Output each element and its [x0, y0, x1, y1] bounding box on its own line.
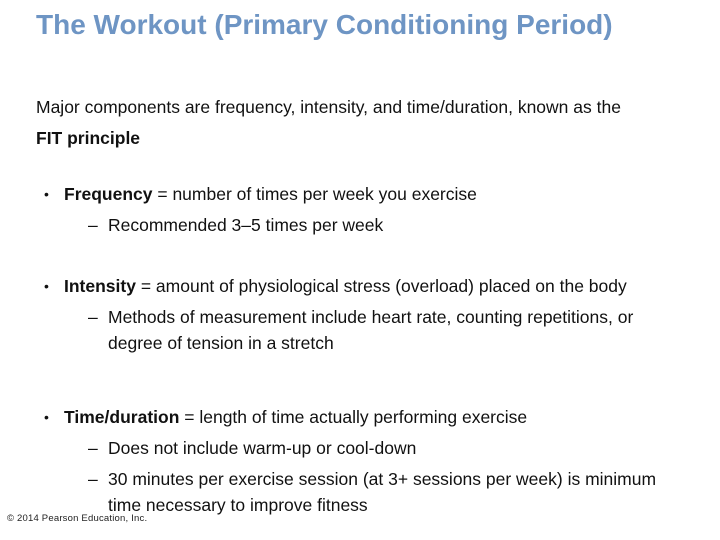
- sub-bullet-text: Methods of measurement include heart rat…: [108, 307, 634, 353]
- sub-bullet-item: – Recommended 3–5 times per week: [36, 212, 696, 238]
- bullet-term: Time/duration: [64, 407, 180, 427]
- bullet-icon: •: [44, 278, 49, 294]
- bullet-rest: = amount of physiological stress (overlo…: [135, 276, 627, 296]
- bullet-term: Frequency: [64, 184, 153, 204]
- sub-bullet-text: Does not include warm-up or cool-down: [108, 438, 417, 458]
- bullet-group-intensity: • Intensity = amount of physiological st…: [36, 268, 696, 356]
- dash-icon: –: [88, 438, 98, 458]
- bullet-text: Intensity = amount of physiological stre…: [64, 273, 664, 299]
- bullet-text: Frequency = number of times per week you…: [64, 181, 664, 207]
- intro-text: Major components are frequency, intensit…: [36, 97, 621, 117]
- bullet-term: Intensity: [64, 276, 136, 296]
- dash-icon: –: [88, 215, 98, 235]
- bullet-icon: •: [44, 409, 49, 425]
- sub-bullet-text: 30 minutes per exercise session (at 3+ s…: [108, 469, 657, 515]
- bullet-group-frequency: • Frequency = number of times per week y…: [36, 176, 696, 238]
- sub-bullet-item: – Does not include warm-up or cool-down: [36, 435, 696, 461]
- copyright-footer: © 2014 Pearson Education, Inc.: [7, 513, 148, 524]
- bullet-rest: = number of times per week you exercise: [152, 184, 477, 204]
- bullet-text: Time/duration = length of time actually …: [64, 404, 664, 430]
- sub-bullet-item: – Methods of measurement include heart r…: [36, 304, 696, 356]
- sub-bullet-text: Recommended 3–5 times per week: [108, 215, 384, 235]
- slide-title: The Workout (Primary Conditioning Period…: [36, 9, 613, 40]
- bullet-group-time-duration: • Time/duration = length of time actuall…: [36, 399, 696, 518]
- intro-paragraph: Major components are frequency, intensit…: [36, 92, 651, 154]
- sub-bullet-item: – 30 minutes per exercise session (at 3+…: [36, 466, 696, 518]
- bullet-item: • Time/duration = length of time actuall…: [36, 404, 696, 430]
- intro-bold-text: FIT principle: [36, 128, 141, 148]
- bullet-rest: = length of time actually performing exe…: [179, 407, 528, 427]
- dash-icon: –: [88, 307, 98, 327]
- bullet-item: • Intensity = amount of physiological st…: [36, 273, 696, 299]
- dash-icon: –: [88, 469, 98, 489]
- bullet-item: • Frequency = number of times per week y…: [36, 181, 696, 207]
- bullet-icon: •: [44, 186, 49, 202]
